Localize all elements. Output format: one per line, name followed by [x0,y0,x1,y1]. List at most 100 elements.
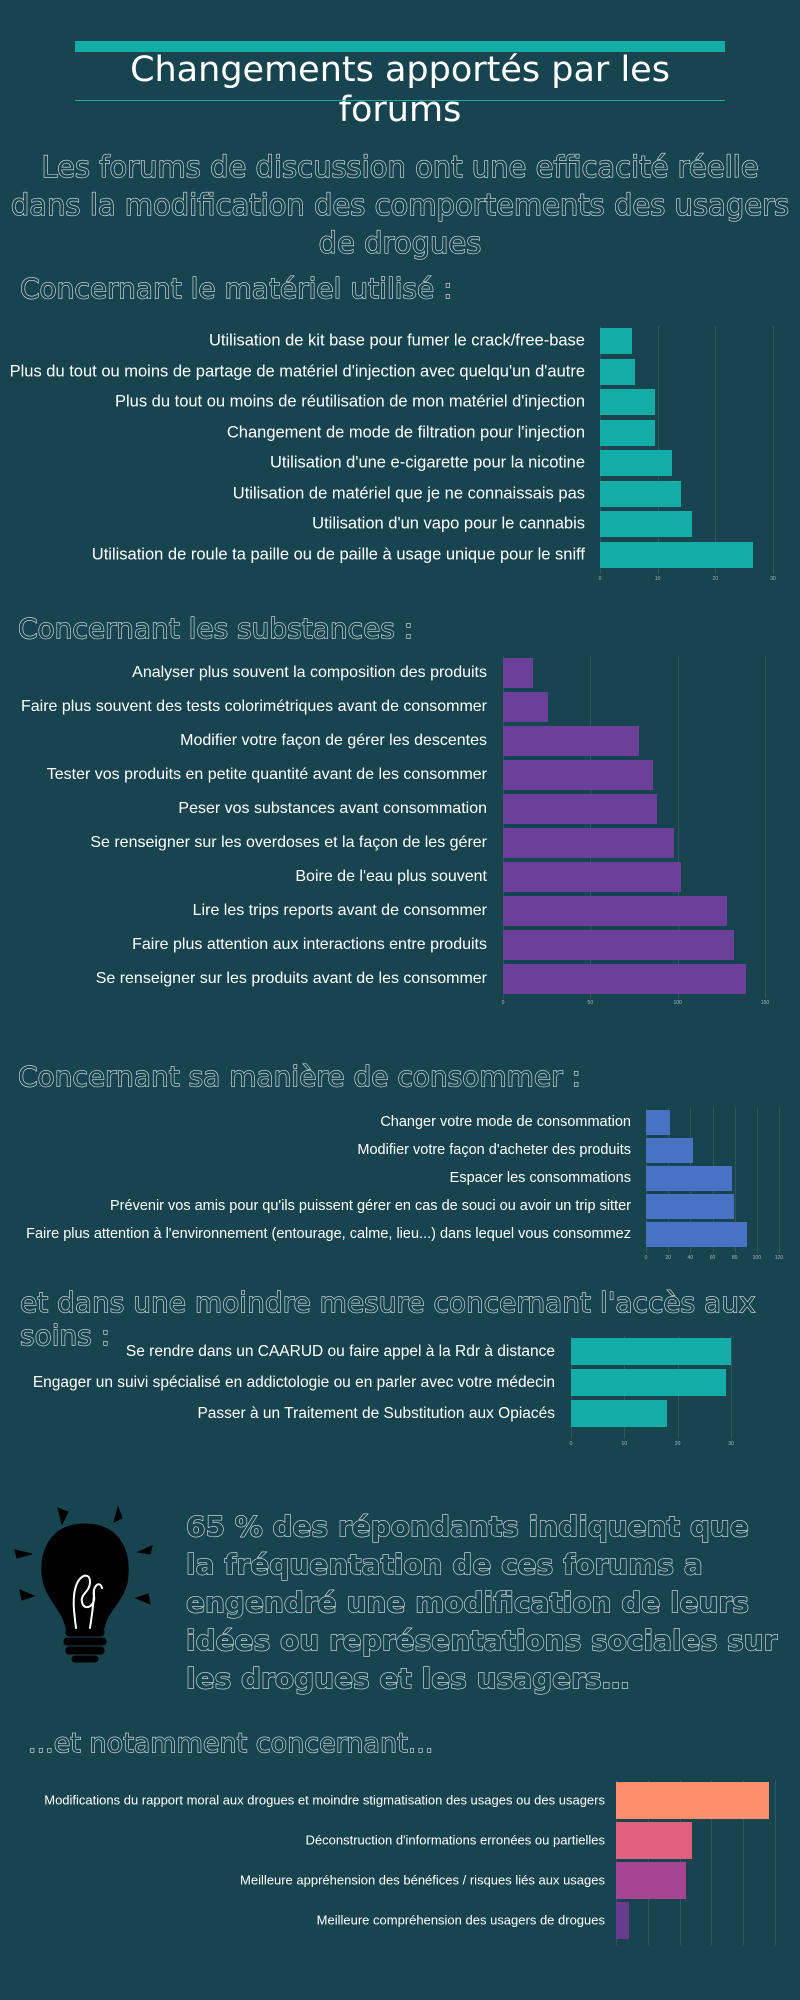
section-heading-maniere: Concernant sa manière de consommer : [17,1059,581,1093]
tick-label: 30 [770,576,776,582]
tick-label: 20 [712,576,719,582]
gridline [756,1108,758,1253]
bar-label: Passer à un Traitement de Substitution a… [197,1404,555,1422]
bar-label: Meilleure compréhension des usagers de d… [316,1912,605,1928]
tick-label: 120 [774,1255,784,1261]
gridline [600,326,601,574]
tick-label: 30 [728,1441,734,1447]
stat-text: 65 % des répondants indiquent que la fré… [185,1509,778,1695]
bar-label: Utilisation de kit base pour fumer le cr… [208,331,585,350]
bar [600,511,693,538]
tick-label: 10 [654,576,661,582]
bar-label: Se renseigner sur les produits avant de … [95,970,487,987]
lead-statement: Les forums de discussion ont une efficac… [10,149,790,260]
tick-label: 150 [760,1000,770,1006]
bar [616,1861,686,1899]
bar-label: Utilisation de roule ta paille ou de pai… [91,545,585,564]
bar [503,794,657,824]
gridline [734,1108,736,1253]
bar [646,1193,734,1219]
bar-label: Modifier votre façon de gérer les descen… [180,732,487,749]
page-title: Changements apportés par les forums [130,50,670,130]
bar [600,480,681,507]
tick-label: 80 [731,1255,738,1261]
gridline [503,656,504,998]
bar-label: Plus du tout ou moins de réutilisation d… [115,392,585,411]
tick-label: 0 [501,1000,505,1006]
bar [600,419,655,446]
bar-label: Meilleure appréhension des bénéfices / r… [240,1872,605,1888]
bar-label: Peser vos substances avant consommation [178,800,487,817]
bar-label: Plus du tout ou moins de partage de maté… [9,362,585,381]
tick-label: 20 [665,1255,671,1261]
bar-label: Modifications du rapport moral aux drogu… [44,1792,605,1808]
gridline [731,1336,732,1439]
tick-label: 0 [644,1255,648,1261]
bar [600,541,753,568]
gridline [765,656,766,998]
gridline [657,326,659,574]
bar [503,760,654,790]
tick-label: 10 [621,1441,628,1447]
gridline [773,326,774,574]
bar-label: Espacer les consommations [449,1170,631,1186]
tick-label: 0 [569,1441,573,1447]
gridline [775,1780,776,1945]
tick-label: 40 [687,1255,694,1261]
bar [600,358,635,385]
bar [503,658,533,688]
section-heading-substances: Concernant les substances : [17,611,414,645]
bar [503,726,640,756]
gridline [715,326,717,574]
bar [571,1338,731,1365]
bar-label: Utilisation d'une e-cigarette pour la ni… [270,453,585,472]
tick-label: 100 [673,1000,682,1006]
bar-label: Se rendre dans un CAARUD ou faire appel … [125,1342,555,1360]
bar [503,862,682,892]
gridline [779,1108,780,1253]
gridline [711,1780,713,1945]
bar [646,1221,747,1247]
bar-label: Engager un suivi spécialisé en addictolo… [32,1373,555,1391]
tick-label: 50 [587,1000,594,1006]
bar [600,328,632,355]
bar-label: Changer votre mode de consommation [380,1114,631,1130]
bar-label: Tester vos produits en petite quantité a… [46,766,487,783]
bar-label: Modifier votre façon d'acheter des produ… [357,1142,631,1158]
bar-label: Déconstruction d'informations erronées o… [305,1832,605,1848]
bar [600,389,655,416]
bar [503,896,727,926]
bar-label: Faire plus attention aux interactions en… [132,936,487,953]
bar [646,1165,733,1191]
bar [503,828,675,858]
bar-label: Lire les trips reports avant de consomme… [192,902,487,919]
gridline [677,656,679,998]
bar [503,692,549,722]
bar-label: Changement de mode de filtration pour l'… [226,423,585,442]
bar [571,1400,667,1427]
title-accent-bar [75,41,725,52]
title-underline [75,100,725,101]
bar-label: Se renseigner sur les overdoses et la fa… [90,834,487,851]
gridline [590,656,592,998]
gridline [743,1780,745,1945]
section-heading-materiel: Concernant le matériel utilisé : [19,271,453,305]
tick-label: 20 [674,1441,681,1447]
bar [616,1821,693,1859]
bar [646,1109,671,1135]
bar [616,1781,769,1819]
bar-label: Prévenir vos amis pour qu'ils puissent g… [110,1198,631,1214]
section-heading-soins: et dans une moindre mesure concernant l'… [19,1285,756,1352]
tick-label: 100 [752,1255,761,1261]
bar [503,930,734,960]
tick-label: 60 [709,1255,716,1261]
bar [646,1137,693,1163]
bar [616,1901,629,1939]
bar-label: Utilisation de matériel que je ne connai… [232,484,585,503]
bar [571,1369,726,1396]
tick-label: 0 [598,576,602,582]
lightbulb-icon [14,1505,153,1663]
bar-label: Faire plus attention à l'environnement (… [26,1226,631,1242]
bar-label: Analyser plus souvent la composition des… [132,664,487,681]
bar [503,964,746,994]
